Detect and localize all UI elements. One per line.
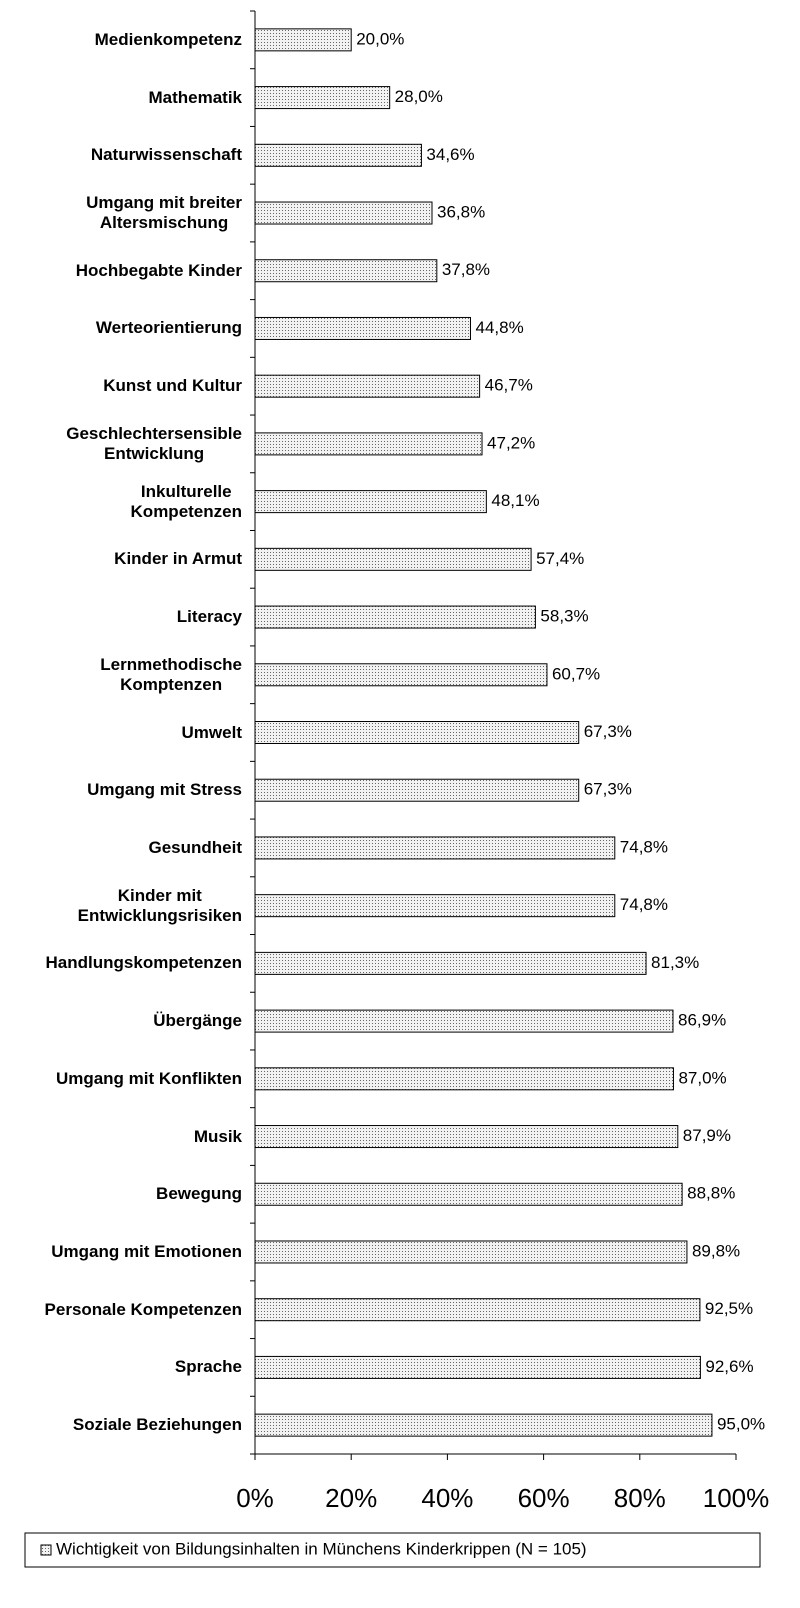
y-tick-label: Umgang mit breiter Altersmischung [86, 193, 242, 233]
y-tick-label: Umgang mit Emotionen [51, 1241, 242, 1261]
y-tick-label: Umwelt [181, 722, 242, 742]
x-tick-label: 60% [518, 1483, 570, 1513]
bar [254, 374, 481, 398]
value-label: 37,8% [442, 260, 490, 279]
bar [254, 201, 433, 225]
bar [254, 721, 580, 744]
value-label: 74,8% [620, 837, 668, 856]
y-tick-label: Handlungskompetenzen [45, 953, 242, 973]
y-tick-label: Lernmethodische Komptenzen [100, 654, 242, 694]
value-label: 34,6% [426, 145, 474, 164]
bar [254, 316, 471, 340]
bar [254, 951, 647, 975]
value-label: 74,8% [620, 895, 668, 914]
value-label: 86,9% [678, 1011, 726, 1030]
value-label: 81,3% [651, 953, 699, 972]
bar [254, 894, 616, 918]
bar [254, 663, 548, 687]
value-label: 36,8% [437, 203, 485, 222]
y-tick-label: Umgang mit Konflikten [55, 1068, 242, 1088]
x-tick-label: 80% [614, 1483, 666, 1513]
value-label: 46,7% [485, 376, 533, 395]
value-label: 67,3% [584, 722, 632, 741]
bar [254, 778, 580, 802]
y-tick-label: Kinder mit Entwicklungsrisiken [77, 885, 242, 925]
y-tick-label: Geschlechtersensible Entwicklung [66, 423, 242, 463]
y-tick-label: Werteorientierung [95, 318, 242, 338]
bar [254, 605, 536, 629]
x-tick-label: 0% [236, 1483, 274, 1513]
value-label: 47,2% [487, 433, 535, 452]
bar [254, 1125, 679, 1149]
y-tick-label: Musik [193, 1126, 242, 1146]
bar [254, 547, 532, 571]
value-label: 57,4% [536, 549, 584, 568]
legend-label: Wichtigkeit von Bildungsinhalten in Münc… [56, 1539, 587, 1558]
value-label: 92,5% [705, 1299, 753, 1318]
value-label: 58,3% [540, 607, 588, 626]
value-label: 87,0% [678, 1068, 726, 1087]
y-tick-label: Umgang mit Stress [87, 780, 242, 800]
x-tick-label: 100% [703, 1483, 770, 1513]
bar [254, 836, 616, 860]
bar [254, 259, 438, 283]
y-tick-label: Medienkompetenz [94, 29, 242, 49]
y-tick-label: Bewegung [156, 1184, 242, 1204]
bar [254, 86, 391, 110]
bar [254, 432, 483, 456]
bar [254, 1355, 701, 1379]
bar [254, 1182, 683, 1206]
value-label: 20,0% [356, 29, 404, 48]
y-tick-label: Personale Kompetenzen [44, 1299, 242, 1319]
value-label: 87,9% [683, 1126, 731, 1145]
value-label: 44,8% [475, 318, 523, 337]
bar [254, 1298, 701, 1322]
y-tick-label: Kunst und Kultur [103, 376, 242, 396]
value-label: 28,0% [395, 87, 443, 106]
y-tick-label: Hochbegabte Kinder [75, 260, 242, 280]
value-label: 95,0% [717, 1415, 765, 1434]
y-tick-label: Soziale Beziehungen [72, 1415, 242, 1435]
bar [254, 1067, 674, 1091]
bar [254, 1413, 713, 1437]
value-label: 60,7% [552, 664, 600, 683]
bar [254, 1240, 688, 1264]
x-tick-label: 40% [421, 1483, 473, 1513]
y-tick-label: Kinder in Armut [114, 549, 242, 569]
y-tick-label: Naturwissenschaft [90, 145, 242, 165]
y-tick-label: Mathematik [148, 87, 242, 107]
value-label: 88,8% [687, 1184, 735, 1203]
bar [254, 1009, 674, 1033]
bar [254, 143, 422, 167]
value-label: 67,3% [584, 780, 632, 799]
y-tick-label: Übergänge [153, 1011, 242, 1031]
legend-box [24, 1532, 761, 1568]
value-label: 89,8% [692, 1241, 740, 1260]
legend-swatch [40, 1544, 52, 1556]
y-tick-label: Inkulturelle Kompetenzen [130, 481, 242, 521]
y-tick-label: Sprache [174, 1357, 242, 1377]
bar [254, 490, 487, 514]
y-tick-label: Literacy [176, 607, 242, 627]
y-tick-label: Gesundheit [148, 837, 242, 857]
value-label: 48,1% [491, 491, 539, 510]
x-tick-label: 20% [325, 1483, 377, 1513]
value-label: 92,6% [705, 1357, 753, 1376]
bar [254, 28, 352, 52]
